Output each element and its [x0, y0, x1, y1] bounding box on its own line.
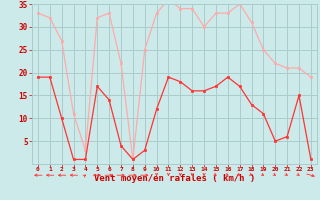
X-axis label: Vent moyen/en rafales ( km/h ): Vent moyen/en rafales ( km/h ): [94, 174, 255, 183]
